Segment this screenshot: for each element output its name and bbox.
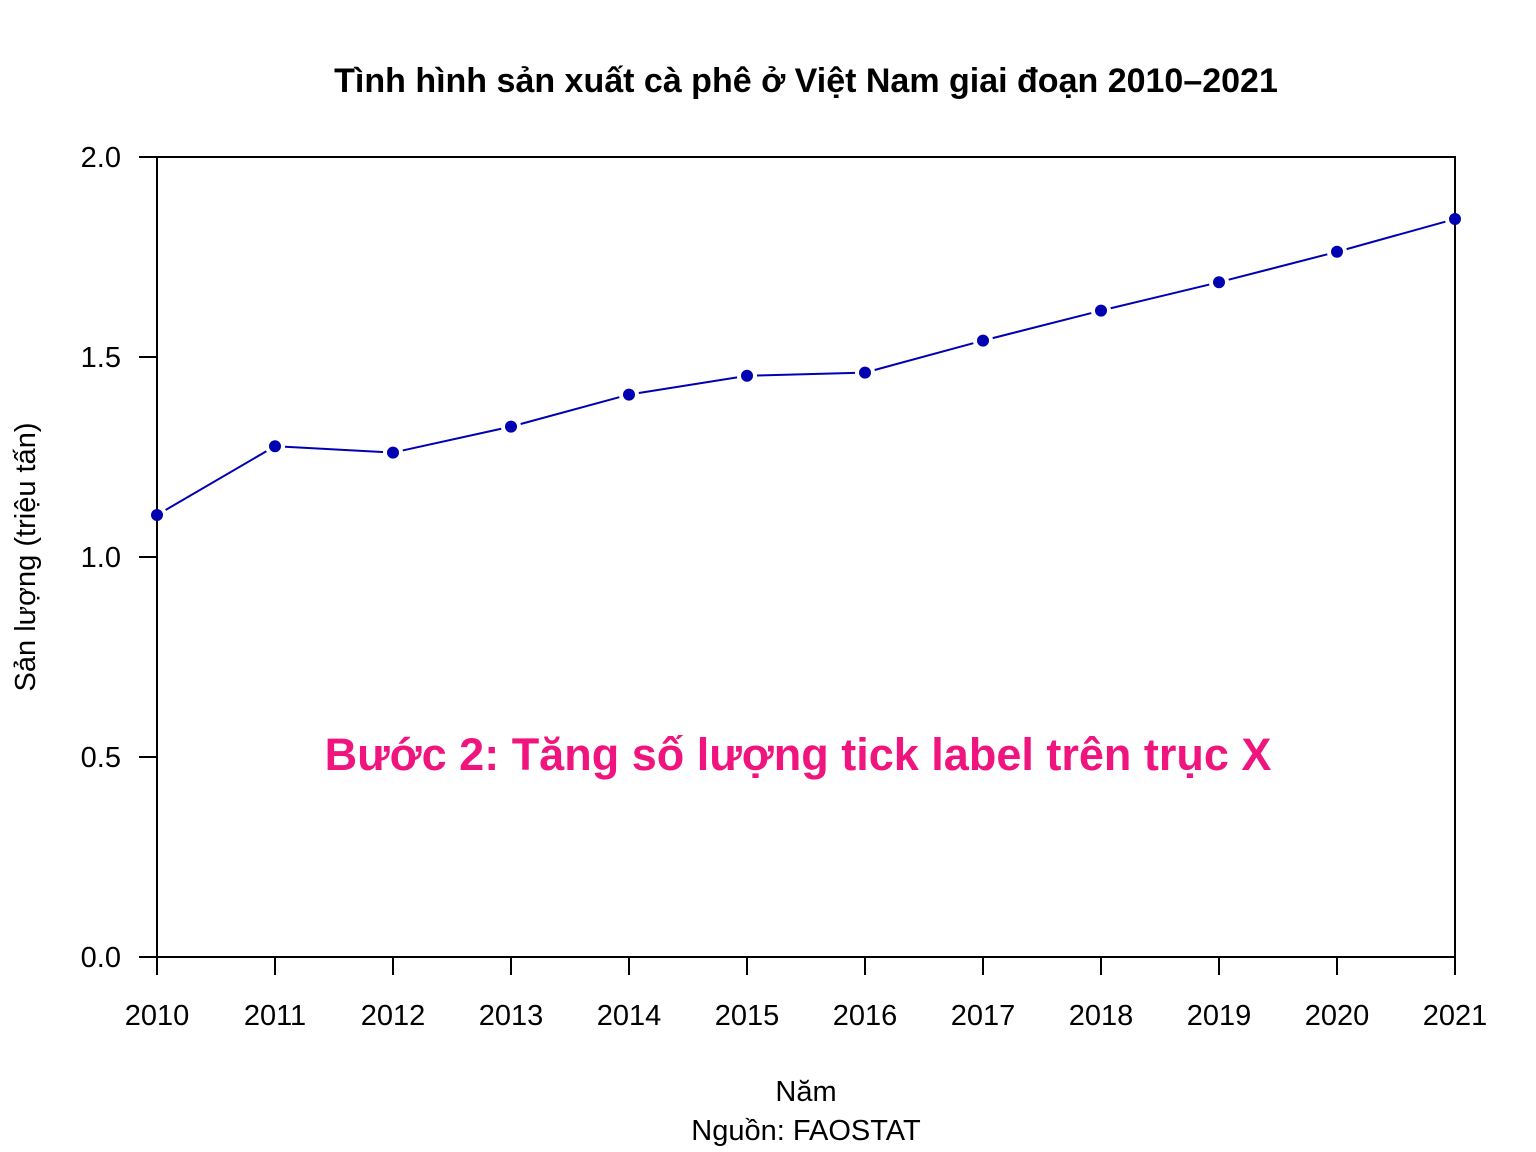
x-axis: 2010 2011 2012 2013 2014 2015 2016 2017 2018 2019… xyxy=(125,957,1488,1032)
plot-border xyxy=(156,156,1456,958)
y-tick-label: 1.5 xyxy=(81,342,121,374)
y-tick-label: 0.0 xyxy=(81,942,121,974)
x-tick-label: 2012 xyxy=(361,1000,426,1032)
x-tick-label: 2016 xyxy=(833,1000,898,1032)
y-tick-label: 1.0 xyxy=(81,542,121,574)
data-point xyxy=(387,446,399,459)
data-point xyxy=(977,334,989,347)
data-point xyxy=(1213,276,1225,289)
x-tick-label: 2013 xyxy=(479,1000,544,1032)
data-point xyxy=(1331,245,1343,258)
data-point xyxy=(269,440,281,453)
x-tick-label: 2014 xyxy=(597,1000,662,1032)
data-point xyxy=(859,366,871,379)
series-line-segment xyxy=(1346,220,1446,251)
y-axis: 0.0 0.5 1.0 1.5 2.0 xyxy=(81,142,157,974)
x-tick-label: 2018 xyxy=(1069,1000,1134,1032)
series-line-segment xyxy=(756,371,856,377)
series-line-segment xyxy=(1110,283,1210,310)
x-tick-label: 2020 xyxy=(1305,1000,1370,1032)
x-tick-label: 2011 xyxy=(244,1000,306,1032)
series-line-segment xyxy=(284,445,384,454)
x-tick-label: 2017 xyxy=(951,1000,1016,1032)
data-point xyxy=(505,420,517,433)
series-line-segment xyxy=(520,396,620,425)
x-tick-label: 2021 xyxy=(1423,1000,1488,1032)
y-tick-label: 0.5 xyxy=(81,742,121,774)
data-point xyxy=(151,509,163,521)
data-point xyxy=(1095,304,1107,317)
caption-source: Nguồn: FAOSTAT xyxy=(691,1115,921,1147)
y-tick-label: 2.0 xyxy=(81,142,121,174)
data-point xyxy=(623,388,635,401)
series-line-segment xyxy=(1228,253,1328,281)
series-line-segment xyxy=(638,376,738,395)
x-tick-label: 2010 xyxy=(125,1000,190,1032)
data-point xyxy=(741,369,753,382)
plot-frame xyxy=(156,156,1456,958)
x-tick-label: 2015 xyxy=(715,1000,780,1032)
series-layer xyxy=(151,213,1461,521)
y-axis-title: Sản lượng (triệu tấn) xyxy=(10,423,42,692)
series-line-segment xyxy=(874,342,974,371)
series-line-segment xyxy=(992,312,1092,340)
series-line-segment xyxy=(165,450,267,511)
series-line-segment xyxy=(402,427,502,452)
x-axis-title: Năm xyxy=(775,1076,836,1108)
data-point xyxy=(1449,213,1461,225)
annotation-text: Bước 2: Tăng số lượng tick label trên tr… xyxy=(325,729,1272,780)
x-tick-label: 2019 xyxy=(1187,1000,1252,1032)
chart-title: Tình hình sản xuất cà phê ở Việt Nam gia… xyxy=(334,62,1278,100)
